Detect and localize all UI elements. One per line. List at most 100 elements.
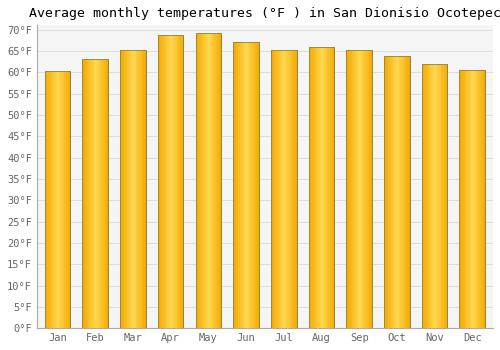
Bar bbox=[282, 50, 283, 328]
Bar bbox=[474, 70, 475, 328]
Bar bbox=[127, 50, 128, 328]
Bar bbox=[350, 50, 352, 328]
Bar bbox=[346, 50, 372, 328]
Title: Average monthly temperatures (°F ) in San Dionisio Ocotepec: Average monthly temperatures (°F ) in Sa… bbox=[29, 7, 500, 20]
Bar bbox=[329, 48, 330, 328]
Bar bbox=[470, 70, 472, 328]
Bar bbox=[443, 64, 444, 328]
Bar bbox=[44, 71, 70, 328]
Bar bbox=[355, 50, 356, 328]
Bar bbox=[203, 33, 204, 328]
Bar bbox=[131, 50, 132, 328]
Bar bbox=[371, 50, 372, 328]
Bar bbox=[480, 70, 481, 328]
Bar bbox=[312, 48, 313, 328]
Bar bbox=[179, 35, 180, 328]
Bar bbox=[100, 60, 101, 328]
Bar bbox=[246, 42, 247, 328]
Bar bbox=[217, 33, 218, 328]
Bar bbox=[325, 48, 326, 328]
Bar bbox=[290, 50, 292, 328]
Bar bbox=[476, 70, 478, 328]
Bar bbox=[440, 64, 442, 328]
Bar bbox=[158, 35, 184, 328]
Bar bbox=[353, 50, 354, 328]
Bar bbox=[48, 71, 49, 328]
Bar bbox=[257, 42, 258, 328]
Bar bbox=[402, 56, 403, 328]
Bar bbox=[258, 42, 259, 328]
Bar bbox=[196, 33, 221, 328]
Bar bbox=[163, 35, 164, 328]
Bar bbox=[352, 50, 353, 328]
Bar bbox=[362, 50, 364, 328]
Bar bbox=[286, 50, 287, 328]
Bar bbox=[274, 50, 275, 328]
Bar bbox=[365, 50, 366, 328]
Bar bbox=[445, 64, 446, 328]
Bar bbox=[200, 33, 202, 328]
Bar bbox=[214, 33, 215, 328]
Bar bbox=[294, 50, 295, 328]
Bar bbox=[124, 50, 126, 328]
Bar bbox=[401, 56, 402, 328]
Bar bbox=[58, 71, 59, 328]
Bar bbox=[209, 33, 210, 328]
Bar bbox=[318, 48, 319, 328]
Bar bbox=[140, 50, 141, 328]
Bar bbox=[391, 56, 392, 328]
Bar bbox=[348, 50, 349, 328]
Bar bbox=[61, 71, 62, 328]
Bar bbox=[308, 48, 334, 328]
Bar bbox=[276, 50, 277, 328]
Bar bbox=[395, 56, 396, 328]
Bar bbox=[56, 71, 58, 328]
Bar bbox=[384, 56, 409, 328]
Bar bbox=[404, 56, 406, 328]
Bar bbox=[408, 56, 409, 328]
Bar bbox=[176, 35, 178, 328]
Bar bbox=[331, 48, 332, 328]
Bar bbox=[196, 33, 221, 328]
Bar bbox=[384, 56, 409, 328]
Bar bbox=[250, 42, 251, 328]
Bar bbox=[289, 50, 290, 328]
Bar bbox=[271, 50, 296, 328]
Bar bbox=[446, 64, 448, 328]
Bar bbox=[216, 33, 217, 328]
Bar bbox=[199, 33, 200, 328]
Bar bbox=[292, 50, 293, 328]
Bar bbox=[317, 48, 318, 328]
Bar bbox=[120, 50, 146, 328]
Bar bbox=[49, 71, 50, 328]
Bar bbox=[311, 48, 312, 328]
Bar bbox=[240, 42, 241, 328]
Bar bbox=[62, 71, 64, 328]
Bar bbox=[366, 50, 367, 328]
Bar bbox=[44, 71, 46, 328]
Bar bbox=[178, 35, 179, 328]
Bar bbox=[462, 70, 463, 328]
Bar bbox=[346, 50, 347, 328]
Bar bbox=[126, 50, 127, 328]
Bar bbox=[202, 33, 203, 328]
Bar bbox=[426, 64, 427, 328]
Bar bbox=[272, 50, 274, 328]
Bar bbox=[86, 60, 88, 328]
Bar bbox=[288, 50, 289, 328]
Bar bbox=[384, 56, 385, 328]
Bar bbox=[461, 70, 462, 328]
Bar bbox=[137, 50, 138, 328]
Bar bbox=[254, 42, 256, 328]
Bar bbox=[168, 35, 169, 328]
Bar bbox=[66, 71, 67, 328]
Bar bbox=[370, 50, 371, 328]
Bar bbox=[103, 60, 104, 328]
Bar bbox=[220, 33, 221, 328]
Bar bbox=[90, 60, 91, 328]
Bar bbox=[460, 70, 461, 328]
Bar bbox=[138, 50, 139, 328]
Bar bbox=[390, 56, 391, 328]
Bar bbox=[319, 48, 320, 328]
Bar bbox=[281, 50, 282, 328]
